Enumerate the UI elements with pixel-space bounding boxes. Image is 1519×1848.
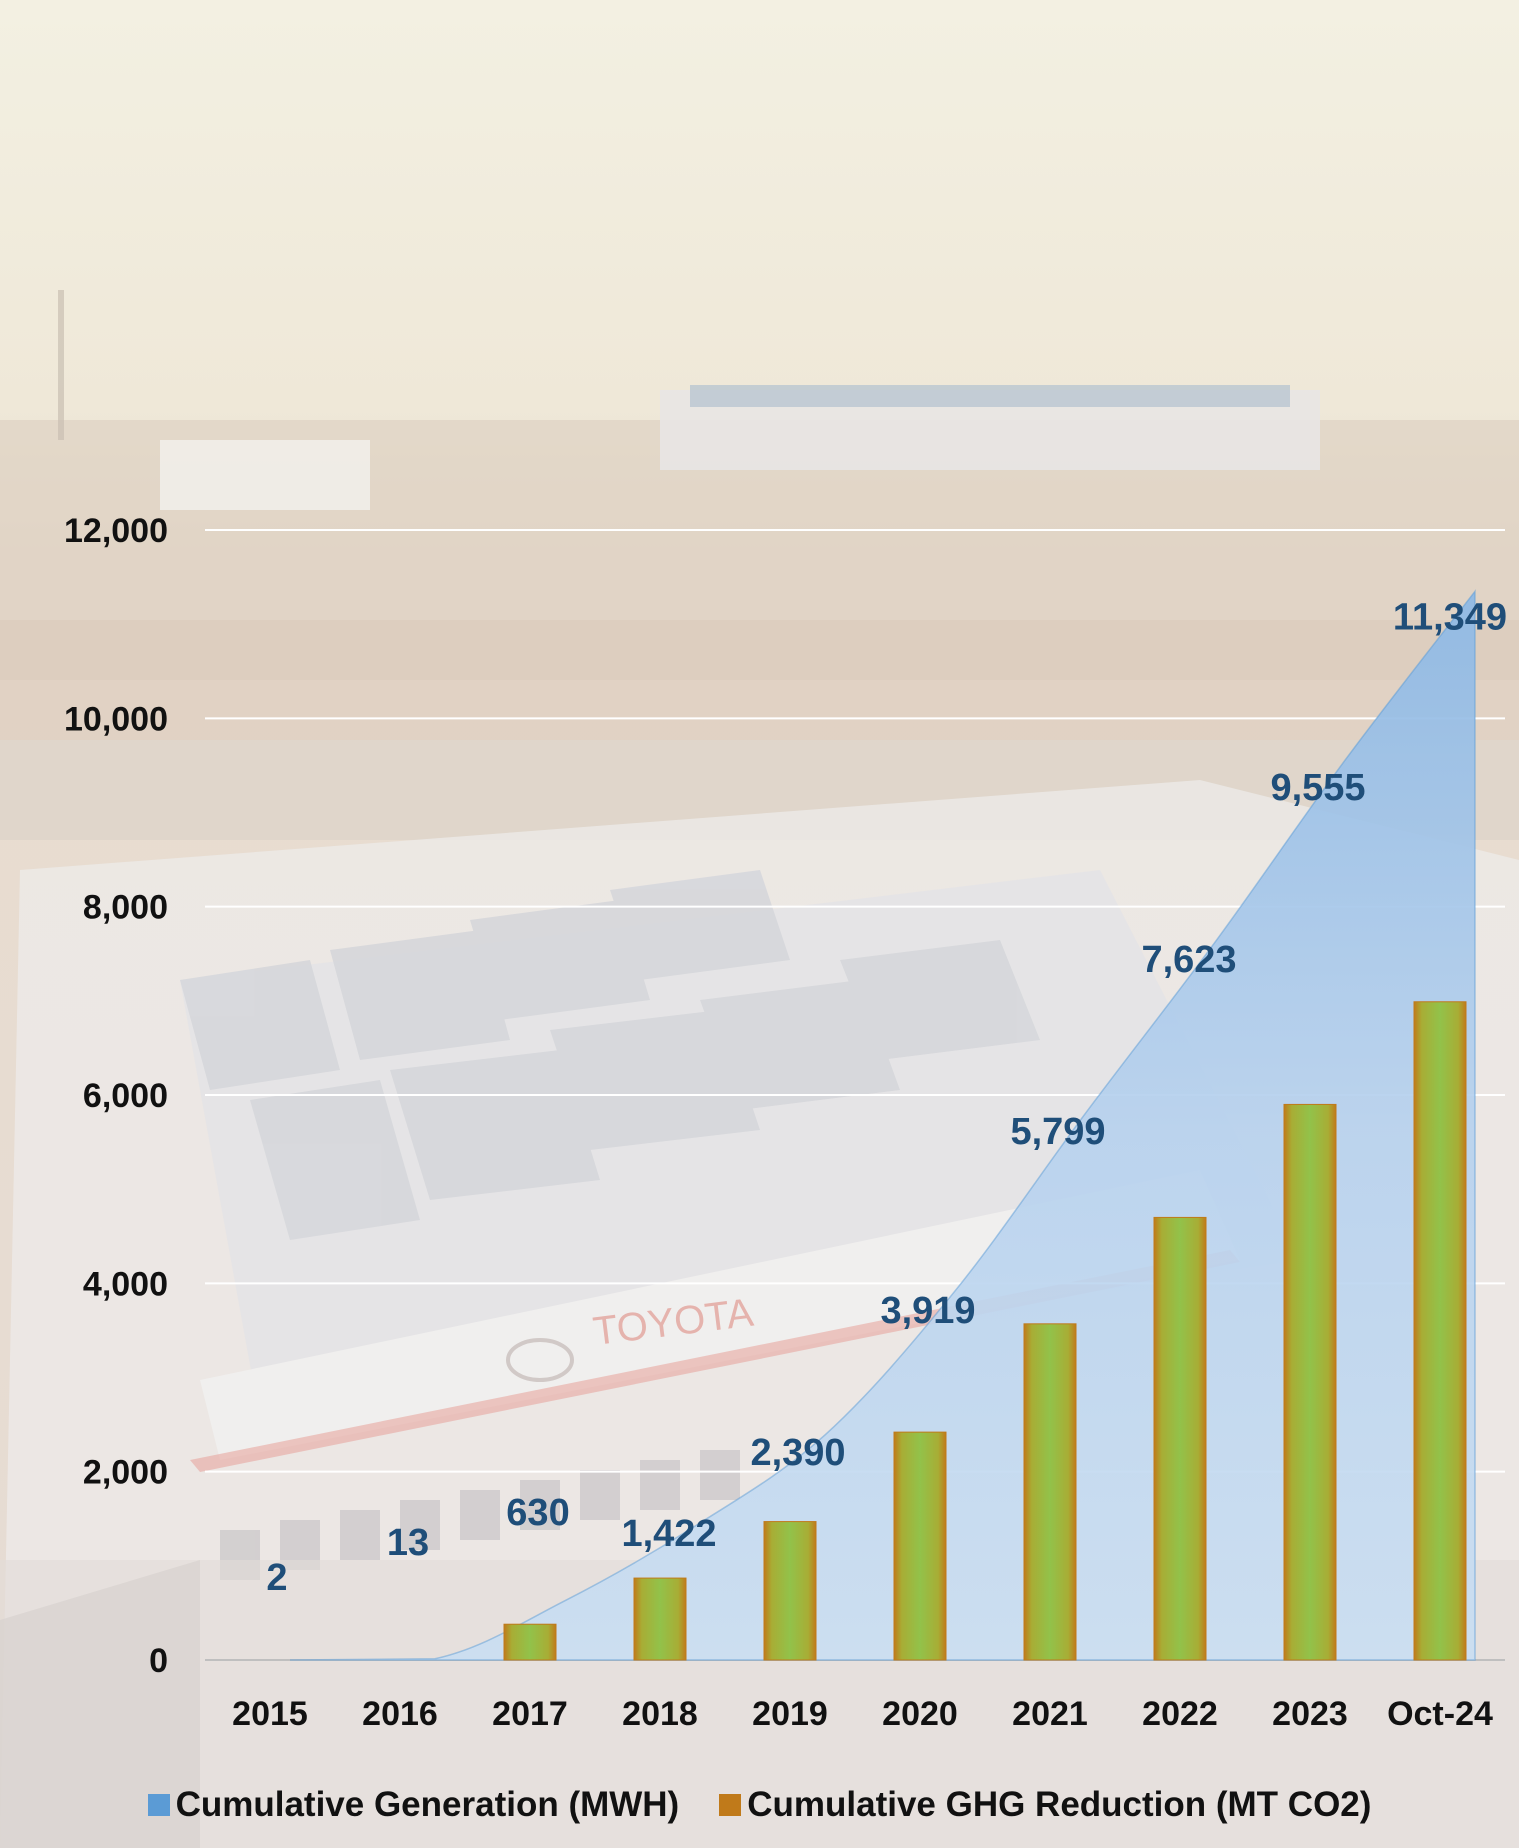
y-tick-label: 2,000 <box>83 1454 168 1492</box>
x-tick-label: 2016 <box>362 1695 438 1733</box>
legend-label-ghg: Cumulative GHG Reduction (MT CO2) <box>747 1785 1372 1824</box>
legend-swatch-ghg <box>719 1794 742 1816</box>
generation-data-label: 630 <box>506 1492 569 1534</box>
data-labels: 2 13 630 1,422 2,390 3,919 5,799 7,623 9,555 11,3… <box>266 596 1507 1599</box>
generation-data-label: 2 <box>266 1557 287 1599</box>
x-tick-label: 2018 <box>622 1695 698 1733</box>
x-tick-label: Oct-24 <box>1387 1695 1493 1733</box>
ghg-bar <box>633 1577 687 1661</box>
ghg-bar <box>1283 1103 1337 1661</box>
y-tick-label: 6,000 <box>83 1077 168 1115</box>
y-tick-label: 10,000 <box>64 700 168 738</box>
legend-label-generation: Cumulative Generation (MWH) <box>175 1785 680 1824</box>
y-tick-label: 0 <box>149 1642 168 1680</box>
y-tick-label: 8,000 <box>83 889 168 927</box>
legend-item-ghg: Cumulative GHG Reduction (MT CO2) <box>719 1785 1371 1825</box>
ghg-bar-series <box>503 1001 1467 1661</box>
y-tick-label: 4,000 <box>83 1265 168 1303</box>
generation-data-label: 13 <box>387 1522 429 1564</box>
ghg-bar <box>893 1431 947 1661</box>
x-tick-label: 2020 <box>882 1695 958 1733</box>
x-tick-label: 2021 <box>1012 1695 1088 1733</box>
x-tick-label: 2015 <box>232 1695 308 1733</box>
y-axis-ticks: 0 2,000 4,000 6,000 8,000 10,000 12,000 <box>64 512 168 1680</box>
x-tick-label: 2019 <box>752 1695 828 1733</box>
x-tick-label: 2023 <box>1272 1695 1348 1733</box>
ghg-bar <box>503 1623 557 1661</box>
generation-data-label: 1,422 <box>621 1513 716 1555</box>
legend-item-generation: Cumulative Generation (MWH) <box>147 1785 680 1825</box>
generation-data-label: 11,349 <box>1393 596 1507 638</box>
x-tick-label: 2017 <box>492 1695 568 1733</box>
generation-data-label: 3,919 <box>880 1290 975 1332</box>
ghg-bar <box>1153 1216 1207 1661</box>
generation-data-label: 7,623 <box>1141 939 1236 981</box>
legend-swatch-generation <box>147 1794 170 1816</box>
legend: Cumulative Generation (MWH) Cumulative G… <box>0 1780 1519 1830</box>
x-axis-ticks: 2015 2016 2017 2018 2019 2020 2021 2022 2023 Oct-… <box>232 1695 1493 1733</box>
ghg-bar <box>1413 1001 1467 1661</box>
ghg-bar <box>763 1521 817 1661</box>
x-tick-label: 2022 <box>1142 1695 1218 1733</box>
y-tick-label: 12,000 <box>64 512 168 550</box>
ghg-bar <box>1023 1323 1077 1661</box>
generation-data-label: 2,390 <box>750 1432 845 1474</box>
generation-data-label: 9,555 <box>1270 767 1365 809</box>
generation-data-label: 5,799 <box>1010 1111 1105 1153</box>
